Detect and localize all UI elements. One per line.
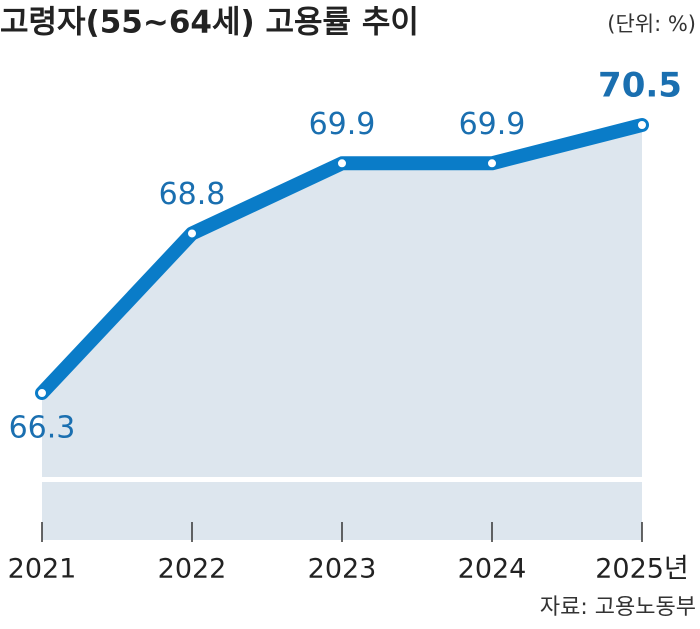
point [486,157,498,170]
x-tick-label: 2021 [8,554,77,585]
value-label: 70.5 [598,66,682,106]
point [636,119,648,131]
area [42,125,642,540]
x-tick-label: 2023 [308,554,377,585]
source-label: 자료: 고용노동부 [540,595,696,620]
area-band [42,477,642,482]
point [336,157,348,170]
x-tick-label: 2025년 [595,554,689,585]
x-tick-label: 2022 [158,554,227,585]
value-label: 69.9 [459,107,526,142]
chart-title: 고령자(55~64세) 고용률 추이 [0,5,419,41]
unit-label: (단위: %) [607,12,696,36]
value-label: 69.9 [309,107,376,142]
x-tick-label: 2024 [458,554,527,585]
point [36,387,48,399]
value-label: 66.3 [9,411,76,446]
value-label: 68.8 [159,177,226,212]
point [186,227,198,240]
